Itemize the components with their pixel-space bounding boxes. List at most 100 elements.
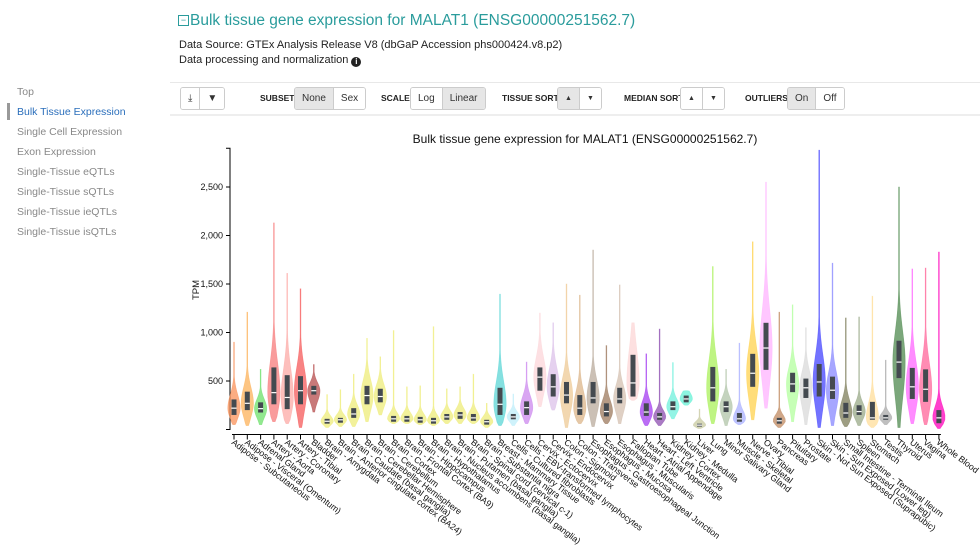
nav-item-single-cell-expression[interactable]: Single Cell Expression xyxy=(17,126,123,138)
iqr-box xyxy=(271,367,277,405)
violin xyxy=(586,249,600,427)
violin xyxy=(413,385,427,425)
scale-label: SCALE xyxy=(381,93,410,103)
violin xyxy=(573,294,587,424)
violin xyxy=(440,388,454,424)
iqr-box xyxy=(736,413,742,422)
iqr-box xyxy=(790,372,796,393)
violin xyxy=(599,345,613,424)
iqr-box xyxy=(710,366,716,402)
violin xyxy=(719,369,733,426)
violin xyxy=(746,241,760,421)
nav-item-bulk-tissue-expression[interactable]: Bulk Tissue Expression xyxy=(0,103,126,126)
download-button[interactable]: ⤓ xyxy=(181,88,201,109)
minus-square-icon[interactable]: − xyxy=(178,15,189,26)
violin xyxy=(227,341,241,425)
nav-item-sqtls[interactable]: Single-Tissue sQTLs xyxy=(17,186,115,198)
violin xyxy=(772,311,786,428)
outliers-group: On Off xyxy=(787,87,845,110)
violin xyxy=(559,283,574,428)
iqr-box xyxy=(909,367,915,399)
violin xyxy=(533,312,547,407)
iqr-box xyxy=(750,353,756,387)
nav-item-eqtls[interactable]: Single-Tissue eQTLs xyxy=(17,166,115,178)
violin xyxy=(919,267,933,425)
chart-title: Bulk tissue gene expression for MALAT1 (… xyxy=(413,132,758,146)
tissue-sort-group: ▲ ▼ xyxy=(557,87,602,110)
violin xyxy=(347,373,361,427)
iqr-box xyxy=(590,381,596,404)
tissue-sort-desc-button[interactable]: ▼ xyxy=(579,88,601,109)
violin xyxy=(254,369,268,425)
violin xyxy=(905,268,919,424)
violin xyxy=(480,403,494,428)
violin xyxy=(466,373,480,424)
iqr-box xyxy=(843,402,849,418)
iqr-box xyxy=(617,387,623,404)
filter-button[interactable]: ▼ xyxy=(200,88,225,109)
violin xyxy=(799,327,813,425)
violin xyxy=(759,181,773,409)
violin xyxy=(400,386,414,424)
subset-none-button[interactable]: None xyxy=(295,88,334,109)
violin xyxy=(839,317,853,427)
iqr-box xyxy=(830,376,835,399)
iqr-box xyxy=(670,401,676,411)
iqr-box xyxy=(630,354,636,397)
outliers-off-button[interactable]: Off xyxy=(816,88,844,109)
iqr-box xyxy=(258,402,264,413)
scale-group: Log Linear xyxy=(410,87,486,110)
violin xyxy=(453,386,467,424)
y-tick-label: 1,000 xyxy=(200,328,223,338)
violin xyxy=(666,362,680,420)
subset-sex-button[interactable]: Sex xyxy=(333,88,366,109)
outliers-on-button[interactable]: On xyxy=(788,88,817,109)
y-tick-label: 500 xyxy=(208,376,223,386)
violin xyxy=(639,353,653,426)
violin xyxy=(865,295,879,428)
iqr-box xyxy=(537,367,543,391)
median-sort-label: MEDIAN SORT xyxy=(624,93,684,103)
tissue-sort-label: TISSUE SORT xyxy=(502,93,559,103)
violin xyxy=(786,304,800,423)
y-tick-label: 1,500 xyxy=(200,279,223,289)
info-circle-icon[interactable]: i xyxy=(351,57,362,67)
outliers-label: OUTLIERS xyxy=(745,93,788,103)
nav-item-exon-expression[interactable]: Exon Expression xyxy=(17,146,96,158)
violin xyxy=(932,251,946,429)
nav-item-ieqtls[interactable]: Single-Tissue ieQTLs xyxy=(17,206,117,218)
nav-item-top[interactable]: Top xyxy=(17,86,34,98)
violin xyxy=(706,266,720,424)
y-axis-line xyxy=(226,147,231,430)
violin xyxy=(826,262,839,426)
data-processing-link[interactable]: Data processing and normalization xyxy=(179,54,349,66)
violin xyxy=(879,359,893,425)
filter-icon: ▼ xyxy=(207,93,218,104)
sidebar-nav: Top Bulk Tissue Expression Single Cell E… xyxy=(0,86,126,246)
iqr-box xyxy=(923,369,929,402)
violin xyxy=(267,222,281,423)
violin xyxy=(426,326,441,426)
median-sort-desc-button[interactable]: ▼ xyxy=(702,88,724,109)
scale-linear-button[interactable]: Linear xyxy=(442,88,485,109)
iqr-box xyxy=(564,381,569,404)
iqr-box xyxy=(377,388,383,403)
tissue-sort-asc-button[interactable]: ▲ xyxy=(558,88,580,109)
median-sort-asc-button[interactable]: ▲ xyxy=(681,88,703,109)
violin xyxy=(320,394,334,428)
violin xyxy=(520,361,534,424)
iqr-box xyxy=(763,322,769,370)
violin xyxy=(613,284,627,424)
violin xyxy=(852,316,866,426)
violin xyxy=(387,330,401,424)
nav-item-isqtls[interactable]: Single-Tissue isQTLs xyxy=(17,226,117,238)
title-text: Bulk tissue gene expression for MALAT1 (… xyxy=(190,12,636,29)
violin xyxy=(294,288,307,428)
download-icon: ⤓ xyxy=(188,93,193,104)
violin xyxy=(333,389,347,427)
scale-log-button[interactable]: Log xyxy=(411,88,443,109)
violin xyxy=(373,356,387,416)
violin xyxy=(493,293,507,426)
iqr-box xyxy=(856,405,862,415)
